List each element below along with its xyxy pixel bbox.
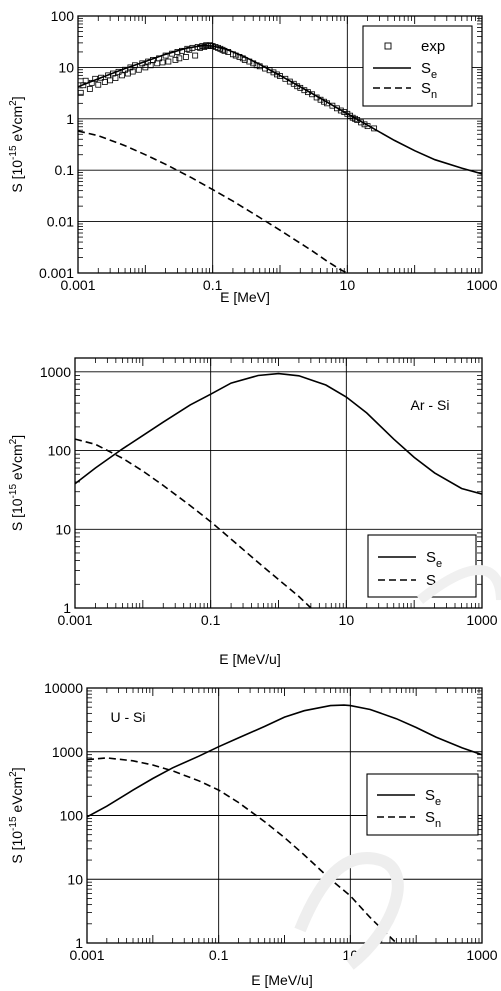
- data-point-exp: [172, 56, 179, 63]
- y-tick-label: 1: [66, 111, 74, 127]
- x-tick-label: 0.1: [203, 277, 223, 293]
- data-point-exp: [107, 77, 114, 84]
- series-line-s-e: [78, 44, 482, 175]
- x-tick-label: 0.001: [60, 277, 95, 293]
- y-tick-label: 0.01: [47, 214, 74, 230]
- data-point-exp: [176, 55, 183, 62]
- chart-panel-1: 0.001 0.1 10 1000 0.001 0.01 0.1 1 10 100 E [MeV] S…: [8, 8, 498, 305]
- data-point-exp: [129, 68, 136, 75]
- x-axis-label: E [MeV/u]: [219, 651, 280, 667]
- x-tick-label: 1000: [466, 277, 497, 293]
- x-tick-label: 0.1: [209, 947, 229, 963]
- plot-frame: [77, 15, 483, 274]
- x-tick-label: 10: [340, 277, 356, 293]
- x-tick-label: 1000: [466, 612, 497, 628]
- x-axis-label: E [MeV/u]: [251, 972, 312, 988]
- y-tick-label: 1: [75, 935, 83, 951]
- y-tick-label: 100: [60, 808, 84, 824]
- y-tick-label: 1000: [52, 744, 83, 760]
- y-tick-label: 10000: [44, 680, 83, 696]
- series-line-s-e: [75, 372, 482, 495]
- data-point-exp: [95, 81, 102, 88]
- y-tick-label: 100: [48, 443, 72, 459]
- x-tick-label: 0.001: [57, 612, 92, 628]
- x-tick-label: 10: [339, 612, 355, 628]
- x-tick-label: 10: [343, 947, 359, 963]
- legend-box: [362, 25, 473, 107]
- y-tick-label: 1: [63, 600, 71, 616]
- data-point-exp: [119, 72, 125, 79]
- y-tick-label: 10: [58, 59, 74, 75]
- plot-area: [75, 372, 482, 608]
- y-axis-label: S [10-15 eVcm2]: [8, 96, 25, 192]
- y-tick-label: 10: [67, 871, 83, 887]
- legend-box: [366, 773, 479, 836]
- data-point-exp: [98, 74, 104, 81]
- y-tick-label: 0.1: [55, 162, 75, 178]
- y-axis-label: S [10-15 eVcm2]: [8, 435, 25, 531]
- data-point-exp: [112, 75, 119, 81]
- data-point-exp: [165, 58, 172, 65]
- y-tick-label: 0.001: [39, 265, 74, 281]
- data-point-exp: [159, 59, 166, 66]
- chart-annotation: Ar - Si: [411, 397, 450, 413]
- plot-frame: [86, 687, 483, 944]
- y-tick-label: 10: [55, 521, 71, 537]
- series-line-s-n: [75, 438, 312, 608]
- data-point-exp: [192, 52, 199, 59]
- x-tick-label: 0.001: [69, 947, 104, 963]
- y-axis-label: S [10-15 eVcm2]: [8, 767, 25, 863]
- series-line-s-n: [78, 130, 348, 273]
- y-tick-label: 1000: [40, 364, 71, 380]
- plot-frame: [74, 357, 483, 609]
- legend-label: exp: [421, 38, 445, 55]
- data-point-exp: [341, 109, 348, 116]
- chart-panel-2: 0.001 0.1 10 1000 1 10 100 1000 E [MeV/u] S [10-1…: [8, 357, 498, 667]
- legend-box: [367, 534, 477, 598]
- legend-marker-exp: [384, 42, 392, 50]
- y-tick-label: 100: [51, 8, 75, 24]
- series-line-s-e: [87, 704, 482, 818]
- chart-panel-3: 0.001 0.1 10 1000 1 10 100 1000 10000 E [MeV/u] S …: [8, 680, 498, 988]
- data-point-exp: [337, 107, 344, 114]
- data-point-exp: [86, 86, 93, 92]
- x-tick-label: 0.1: [201, 612, 221, 628]
- chart-annotation: U - Si: [111, 709, 146, 725]
- plot-area: [78, 42, 482, 273]
- data-point-exp: [135, 66, 142, 73]
- x-axis-label: E [MeV]: [220, 289, 270, 305]
- data-point-exp: [371, 125, 378, 132]
- x-tick-label: 1000: [466, 947, 497, 963]
- data-point-exp: [182, 54, 189, 60]
